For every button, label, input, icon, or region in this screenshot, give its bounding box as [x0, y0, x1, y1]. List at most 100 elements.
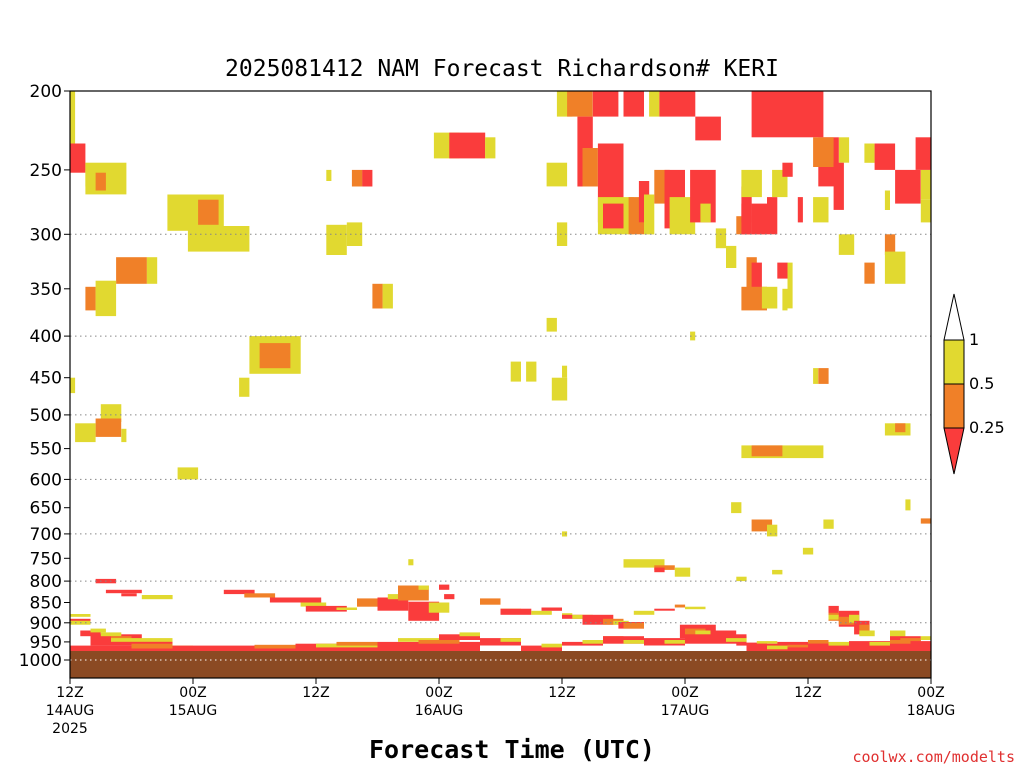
ri-cell — [336, 607, 357, 610]
ri-cell — [818, 368, 829, 384]
ri-cell — [326, 224, 347, 255]
ri-cell — [623, 559, 665, 568]
ri-cell — [838, 234, 855, 255]
ri-cell — [767, 524, 778, 537]
data-layer — [70, 91, 931, 652]
ri-cell — [808, 643, 849, 651]
ri-cell — [480, 598, 501, 605]
ri-cell — [895, 423, 906, 433]
ri-cell — [884, 234, 896, 255]
colorbar-label-0-25: 0.25 — [969, 418, 1005, 437]
ri-cell — [813, 137, 834, 167]
ri-cell — [685, 628, 706, 637]
ri-cell — [398, 638, 439, 642]
ri-cell — [244, 593, 276, 598]
ri-cell — [838, 137, 850, 163]
ri-cell — [75, 423, 96, 443]
ri-cell — [649, 91, 660, 117]
ri-cell — [116, 257, 147, 284]
ri-cell — [105, 589, 142, 594]
ri-cell — [767, 645, 788, 650]
ri-cell — [905, 499, 911, 511]
ri-cell — [828, 614, 839, 620]
ri-cell — [864, 262, 875, 284]
ri-cell — [439, 634, 480, 640]
ri-cell — [674, 567, 691, 577]
ri-cell — [920, 518, 931, 524]
ri-cell — [756, 641, 778, 644]
ri-cell — [372, 283, 383, 309]
ri-cell — [761, 286, 778, 309]
ri-cell — [305, 605, 347, 612]
ri-cell — [654, 567, 665, 573]
ri-cell — [439, 584, 450, 590]
ri-cell — [603, 203, 624, 229]
ri-cell — [813, 368, 819, 384]
ri-cell — [336, 641, 378, 646]
ri-cell — [223, 589, 255, 595]
y-tick-label: 400 — [30, 327, 62, 347]
ri-cell — [920, 199, 931, 223]
colorbar-bottom-arrow — [943, 427, 965, 475]
y-tick-label: 750 — [30, 549, 62, 569]
ri-cell — [592, 91, 619, 117]
ri-cell — [582, 614, 614, 625]
ri-cell — [541, 607, 562, 611]
ri-cell — [633, 610, 655, 615]
y-tick-label: 950 — [30, 633, 62, 653]
ri-cell — [95, 418, 122, 437]
ri-cell — [741, 169, 762, 198]
x-tick-label: 12Z — [548, 685, 575, 701]
x-tick-label: 17AUG — [661, 703, 710, 719]
ri-cell — [531, 610, 552, 615]
ri-cell — [828, 641, 849, 646]
ri-cell — [715, 228, 727, 249]
ri-cell — [362, 169, 373, 187]
ri-cell — [541, 643, 562, 648]
ri-cell — [95, 172, 106, 191]
ri-cell — [731, 502, 742, 514]
ri-cell — [582, 148, 598, 187]
ri-cell — [751, 445, 783, 457]
colorbar-bin-mid — [943, 383, 965, 429]
ri-cell — [377, 641, 480, 652]
ri-cell — [823, 519, 834, 529]
ri-cell — [546, 162, 568, 187]
ri-cell — [685, 634, 747, 644]
ri-cell — [259, 343, 291, 369]
ri-cell — [111, 638, 173, 642]
ri-cell — [526, 361, 537, 382]
ri-cell — [751, 519, 773, 532]
ri-cell — [141, 595, 173, 600]
ri-cell — [239, 377, 250, 397]
ri-cell — [890, 640, 911, 644]
ri-cell — [813, 197, 829, 223]
ri-cell — [751, 91, 824, 138]
colorbar-label-0-5: 0.5 — [969, 374, 994, 393]
x-tick-label: 16AUG — [415, 703, 464, 719]
ri-cell — [690, 331, 696, 341]
y-tick-label: 600 — [30, 470, 62, 490]
colorbar-bin-high — [943, 339, 965, 385]
x-tick-label: 00Z — [917, 685, 944, 701]
ri-cell — [172, 645, 234, 652]
y-tick-label: 500 — [30, 406, 62, 426]
ri-cell — [884, 190, 890, 210]
ri-cell — [187, 226, 250, 252]
y-tick-label: 700 — [30, 525, 62, 545]
ri-cell — [346, 222, 363, 246]
y-tick-label: 900 — [30, 614, 62, 634]
ri-cell — [797, 197, 803, 223]
ri-cell — [838, 616, 855, 625]
ri-cell — [736, 576, 747, 582]
ri-cell — [485, 137, 496, 159]
ri-cell — [357, 598, 378, 607]
ri-cell — [802, 547, 814, 555]
ri-cell — [895, 169, 921, 204]
ri-cell — [833, 162, 844, 210]
ri-cell — [623, 622, 644, 629]
ri-cell — [418, 640, 460, 644]
ri-cell — [700, 203, 711, 223]
ri-cell — [751, 262, 762, 289]
